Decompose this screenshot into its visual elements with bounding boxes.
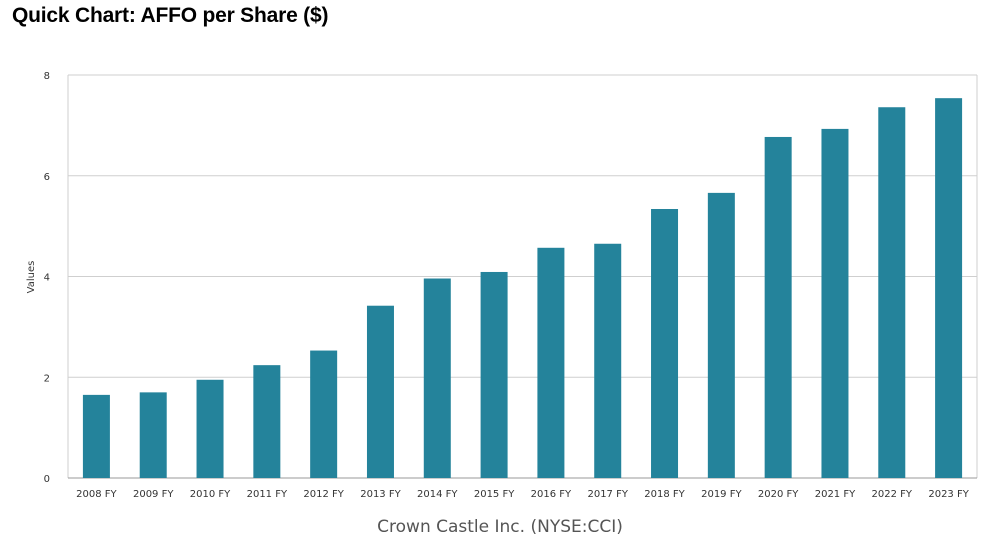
- chart-title: Quick Chart: AFFO per Share ($): [12, 4, 329, 27]
- x-tick-label: 2023 FY: [928, 489, 969, 500]
- bar: [366, 305, 394, 478]
- bar: [651, 208, 679, 478]
- x-tick-label: 2014 FY: [417, 489, 458, 500]
- bar: [480, 271, 508, 478]
- x-tick-label: 2009 FY: [133, 489, 174, 500]
- y-tick-label: 8: [44, 71, 50, 82]
- y-tick-label: 6: [44, 172, 50, 183]
- x-tick-labels: 2008 FY 2009 FY 2010 FY 2011 FY 2012 FY 2013 …: [76, 489, 970, 500]
- x-tick-label: 2010 FY: [190, 489, 231, 500]
- bar: [594, 243, 622, 478]
- y-tick-labels: 0 2 4 6 8: [44, 71, 50, 485]
- x-tick-label: 2021 FY: [815, 489, 856, 500]
- x-tick-label: 2018 FY: [644, 489, 685, 500]
- x-axis-label: Crown Castle Inc. (NYSE:CCI): [377, 517, 623, 537]
- bar: [196, 379, 224, 478]
- y-tick-label: 4: [44, 273, 50, 284]
- x-tick-label: 2015 FY: [474, 489, 515, 500]
- y-tick-label: 0: [44, 474, 50, 485]
- bar: [253, 365, 281, 478]
- bar: [935, 98, 963, 479]
- y-axis-label: Values: [26, 261, 37, 294]
- x-tick-label: 2013 FY: [360, 489, 401, 500]
- bar: [821, 128, 849, 478]
- bar: [310, 350, 338, 478]
- bar: [423, 278, 451, 478]
- y-tick-label: 2: [44, 373, 50, 384]
- bar: [764, 136, 792, 478]
- x-tick-label: 2020 FY: [758, 489, 799, 500]
- bar: [537, 247, 565, 478]
- x-tick-label: 2012 FY: [303, 489, 344, 500]
- bar: [707, 192, 735, 478]
- bar: [878, 107, 906, 479]
- bar: [139, 392, 167, 478]
- x-tick-label: 2017 FY: [587, 489, 628, 500]
- x-tick-label: 2022 FY: [872, 489, 913, 500]
- x-tick-label: 2016 FY: [531, 489, 572, 500]
- x-tick-label: 2019 FY: [701, 489, 742, 500]
- bars: [82, 98, 963, 479]
- x-tick-label: 2011 FY: [247, 489, 288, 500]
- bar: [82, 394, 110, 478]
- x-tick-label: 2008 FY: [76, 489, 117, 500]
